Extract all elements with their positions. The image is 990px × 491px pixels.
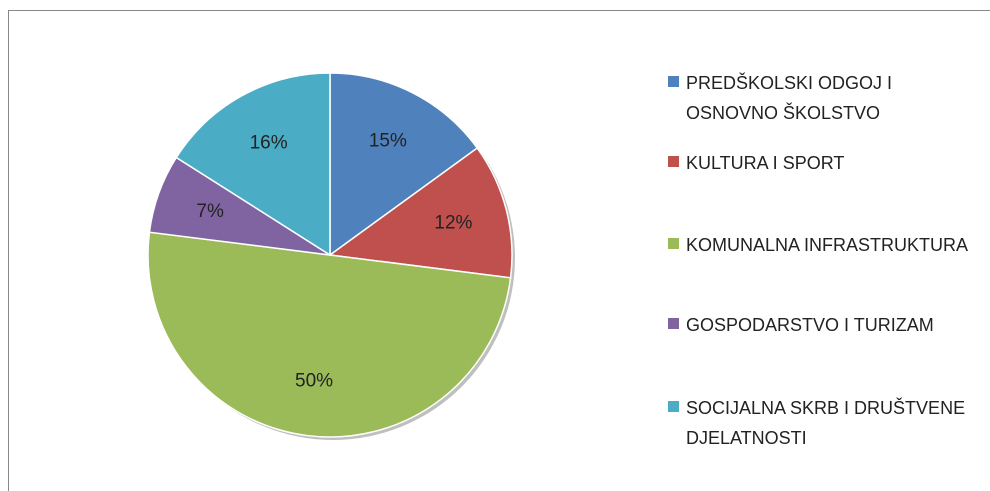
legend-label: SOCIJALNA SKRB I DRUŠTVENE DJELATNOSTI: [686, 398, 966, 448]
data-label: 50%: [295, 370, 333, 391]
legend-label: KULTURA I SPORT: [686, 153, 845, 173]
legend-label: KOMUNALNA INFRASTRUKTURA: [686, 235, 969, 255]
legend-swatch: [668, 318, 679, 329]
legend-item: SOCIJALNA SKRB I DRUŠTVENE DJELATNOSTI: [668, 393, 978, 453]
legend-swatch: [668, 401, 679, 412]
pie-slice: [147, 231, 512, 438]
pie-slice: [329, 72, 479, 257]
legend-item: PREDŠKOLSKI ODGOJ I OSNOVNO ŠKOLSTVO: [668, 68, 978, 128]
data-label: 16%: [250, 132, 288, 153]
legend-swatch: [668, 238, 679, 249]
legend-swatch: [668, 156, 679, 167]
pie-slice: [328, 146, 513, 279]
chart-border: [8, 10, 990, 491]
legend-label: GOSPODARSTVO I TURIZAM: [686, 315, 934, 335]
data-label: 7%: [196, 201, 224, 222]
data-label: 15%: [369, 131, 407, 152]
data-label: 12%: [434, 212, 472, 233]
legend-item: KULTURA I SPORT: [668, 148, 978, 178]
legend-item: KOMUNALNA INFRASTRUKTURA: [668, 230, 978, 260]
legend-swatch: [668, 76, 679, 87]
pie-slice: [175, 72, 331, 257]
legend-label: PREDŠKOLSKI ODGOJ I OSNOVNO ŠKOLSTVO: [686, 73, 893, 123]
legend-item: GOSPODARSTVO I TURIZAM: [668, 310, 978, 340]
